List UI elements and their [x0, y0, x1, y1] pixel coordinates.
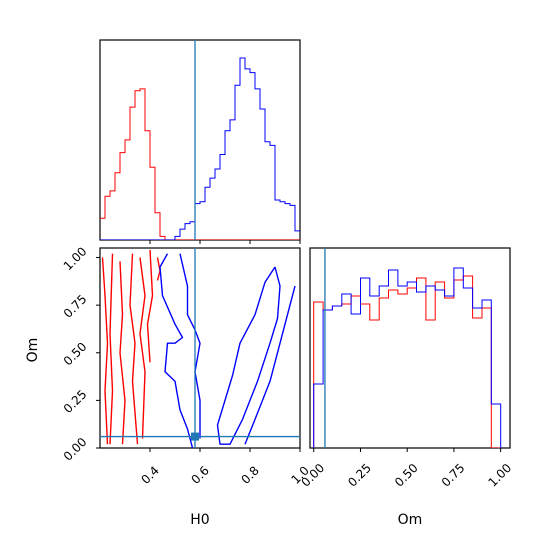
joint-contour-series-0-1: [109, 253, 114, 445]
h0-histogram-series-1: [100, 57, 300, 240]
joint-contour-series-0-2: [119, 261, 126, 445]
h0-histogram-series-0: [100, 88, 300, 240]
y-axis-label-om: Om: [25, 338, 41, 363]
om-histogram-series-1: [313, 267, 502, 448]
joint-marks: [100, 248, 300, 448]
x-axis-label-om: Om: [398, 512, 423, 528]
joint-contour-series-1-3: [244, 285, 296, 445]
h0-marginal-marks: [100, 40, 300, 240]
joint-contour-series-1-1: [179, 253, 201, 439]
joint-contour-series-1-0: [159, 253, 194, 448]
om-marginal-marks: [313, 248, 502, 448]
joint-contour-series-0-3: [129, 253, 139, 445]
joint-truth-marker: [191, 432, 199, 441]
joint-contour-series-1-2: [216, 266, 281, 445]
om-marginal-frame: [309, 247, 511, 449]
x-axis-label-h0: H0: [190, 512, 209, 528]
joint-contour-series-0-4: [139, 257, 146, 439]
joint-contour-series-0-0: [101, 257, 109, 445]
joint-contour-series-0-5: [146, 249, 154, 363]
